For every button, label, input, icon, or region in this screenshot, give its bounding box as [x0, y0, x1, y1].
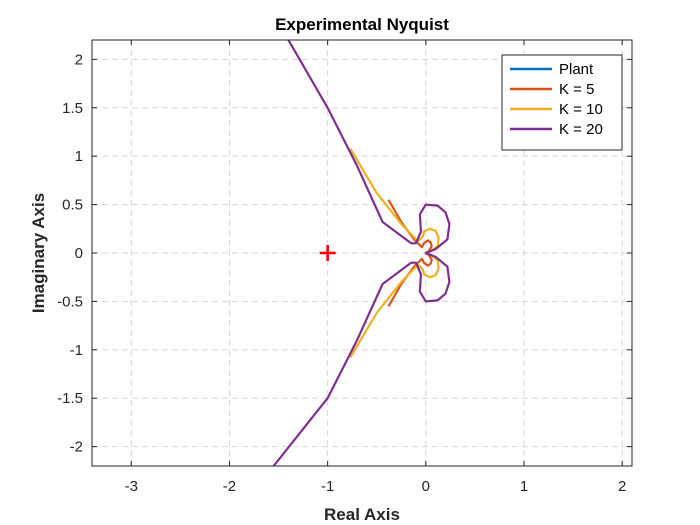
legend-label: K = 10: [559, 101, 603, 118]
x-tick-label: 0: [422, 478, 430, 495]
x-tick-label: 2: [618, 478, 626, 495]
y-tick-label: -0.5: [57, 293, 83, 310]
y-axis-title: Imaginary Axis: [29, 193, 48, 313]
x-tick-label: 1: [520, 478, 528, 495]
y-tick-label: -2: [70, 439, 83, 456]
chart-title: Experimental Nyquist: [275, 15, 449, 34]
y-tick-label: 2: [75, 51, 83, 68]
legend-box: [501, 54, 623, 151]
legend-label: Plant: [559, 61, 594, 78]
x-tick-label: -1: [321, 478, 334, 495]
y-tick-label: 1: [75, 148, 83, 165]
series-line-k-20: [272, 40, 451, 466]
x-tick-label: -2: [223, 478, 236, 495]
y-tick-label: 0: [75, 245, 83, 262]
critical-point-layer: [319, 245, 336, 261]
legend: Plant K = 5 K = 10 K = 20: [501, 54, 623, 151]
ticks: -3 -2 -1 0 1 2 -2 -1.5 -1 -0.5 0 0.5 1 1.5 2: [57, 40, 632, 495]
y-tick-label: -1.5: [57, 390, 83, 407]
legend-label: K = 20: [559, 121, 603, 138]
y-tick-label: 0.5: [62, 197, 83, 214]
x-axis-title: Real Axis: [324, 505, 400, 524]
y-tick-label: -1: [70, 342, 83, 359]
legend-label: K = 5: [559, 81, 594, 98]
series-layer: [272, 40, 451, 466]
y-tick-label: 1.5: [62, 100, 83, 117]
x-tick-label: -3: [125, 478, 138, 495]
